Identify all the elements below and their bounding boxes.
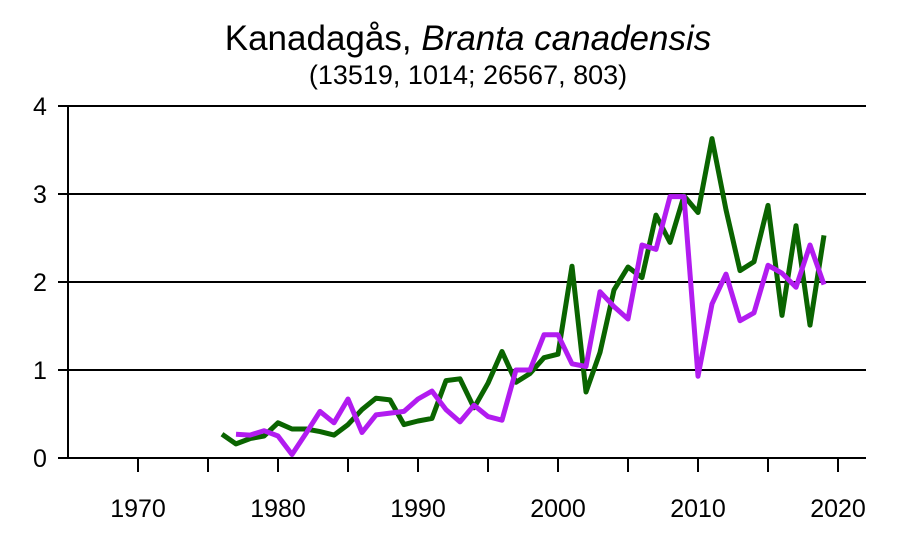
y-tick-label-2: 2 bbox=[33, 269, 47, 297]
gridlines bbox=[68, 105, 866, 371]
x-tick-label-1990: 1990 bbox=[390, 495, 446, 523]
series-lines bbox=[220, 136, 827, 457]
chart-title-main: Kanadagås, bbox=[225, 19, 422, 58]
x-tick-label-1980: 1980 bbox=[250, 495, 306, 523]
y-tick-label-4: 4 bbox=[33, 93, 47, 121]
chart-subtitle: (13519, 1014; 26567, 803) bbox=[309, 60, 627, 90]
x-tick-label-2010: 2010 bbox=[670, 495, 726, 523]
x-tick-label-2000: 2000 bbox=[530, 495, 586, 523]
y-tick-labels: 0 1 2 3 4 bbox=[33, 93, 47, 473]
y-tick-label-1: 1 bbox=[33, 357, 47, 385]
series-line-1 bbox=[220, 136, 827, 447]
y-tick-label-3: 3 bbox=[33, 181, 47, 209]
axes bbox=[58, 105, 866, 472]
x-tick-label-2020: 2020 bbox=[810, 495, 866, 523]
series-line-2 bbox=[235, 194, 827, 457]
chart-title-species: Branta canadensis bbox=[421, 19, 711, 58]
x-tick-label-1970: 1970 bbox=[110, 495, 166, 523]
x-tick-labels: 1970 1980 1990 2000 2010 2020 bbox=[110, 495, 866, 523]
y-tick-label-0: 0 bbox=[33, 445, 47, 473]
chart-title: Kanadagås, Branta canadensis bbox=[225, 19, 711, 58]
